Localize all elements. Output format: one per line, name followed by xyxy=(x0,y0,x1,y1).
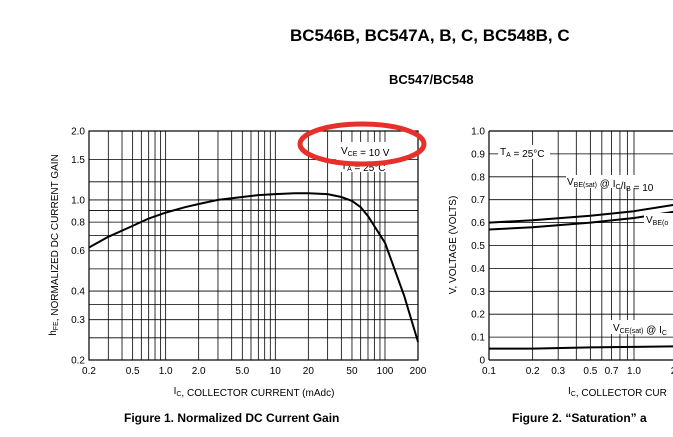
fig1-y-tick-label: 2.0 xyxy=(71,127,85,138)
fig2-series-label-vbesat: VBE(sat) @ IC/IB = 10 xyxy=(567,177,654,194)
fig1-highlight-circle xyxy=(297,121,427,167)
fig2-annotation-ta: TA = 25°C xyxy=(500,147,545,160)
fig2-y-tick-label: 0.6 xyxy=(471,218,485,229)
fig1-y-tick-label: 0.2 xyxy=(71,356,85,367)
fig1-annotation-backdrop xyxy=(336,142,398,172)
fig1-series-line xyxy=(88,192,419,343)
fig1-x-axis-label: IC, COLLECTOR CURRENT (mAdc) xyxy=(174,386,335,399)
fig2-label-backdrop-2 xyxy=(644,213,673,226)
figure-2-axes: 0.10.20.30.50.71.02.03.0500.10.20.30.40.… xyxy=(448,127,673,399)
figure-1-caption: Figure 1. Normalized DC Current Gain xyxy=(124,411,340,425)
fig2-x-tick-label: 0.2 xyxy=(526,366,540,377)
fig1-x-tick-label: 10 xyxy=(270,366,282,377)
document-title: BC546B, BC547A, B, C, BC548B, C xyxy=(290,26,570,45)
fig1-y-tick-label: 0.8 xyxy=(71,218,85,229)
fig2-y-tick-label: 0.8 xyxy=(471,172,485,183)
fig1-annotation-ta: TA = 25°C xyxy=(341,161,386,174)
fig1-y-tick-label: 1.5 xyxy=(71,155,85,166)
fig1-y-tick-label: 0.3 xyxy=(71,315,85,326)
fig2-y-tick-label: 0.2 xyxy=(471,310,485,321)
fig1-frame xyxy=(88,130,419,361)
figure-2-caption: Figure 2. “Saturation” a xyxy=(512,411,647,425)
fig1-x-tick-label: 1.0 xyxy=(159,366,173,377)
fig2-x-tick-label: 0.1 xyxy=(482,366,496,377)
fig2-y-tick-label: 0.4 xyxy=(471,264,485,275)
fig2-y-tick-label: 0.5 xyxy=(471,241,485,252)
fig2-y-tick-label: 0.1 xyxy=(471,333,485,344)
fig1-x-tick-label: 0.2 xyxy=(82,366,96,377)
fig2-series-line-1 xyxy=(489,204,673,224)
fig1-x-tick-label: 100 xyxy=(377,366,394,377)
fig1-x-tick-label: 20 xyxy=(303,366,315,377)
fig2-series-label-vcesat: VCE(sat) @ IC xyxy=(613,323,667,337)
fig1-x-tick-label: 0.5 xyxy=(126,366,140,377)
figure-1-plot: 0.2 0.5 1.0 2.0 5.0 10 20 50 100 200 0.2 0.3 0.4 0.6 0… xyxy=(48,121,427,399)
fig2-x-axis-label: IC, COLLECTOR CUR xyxy=(568,386,667,399)
fig1-y-tick-label: 0.4 xyxy=(71,287,85,298)
fig2-y-tick-label: 0.9 xyxy=(471,149,485,160)
fig2-y-tick-label: 1.0 xyxy=(471,127,485,138)
figure-2-plot xyxy=(489,131,673,361)
fig2-y-tick-label: 0.3 xyxy=(471,287,485,298)
fig2-series-line-2 xyxy=(489,210,673,231)
fig2-label-backdrop-3 xyxy=(611,320,673,334)
fig2-x-tick-label: 0.5 xyxy=(583,366,597,377)
fig2-x-tick-label: 2.0 xyxy=(671,366,673,377)
fig1-annotation-vce: VCE = 10 V xyxy=(341,146,390,159)
fig1-y-tick-label: 0.6 xyxy=(71,246,85,257)
fig1-x-tick-label: 5.0 xyxy=(235,366,249,377)
fig2-y-axis-label: V, VOLTAGE (VOLTS) xyxy=(448,196,459,295)
fig1-y-tick-label: 1.0 xyxy=(71,195,85,206)
fig2-ta-backdrop xyxy=(498,145,550,159)
fig2-x-tick-label: 0.3 xyxy=(551,366,565,377)
fig1-y-axis-label: hFE, NORMALIZED DC CURRENT GAIN xyxy=(48,154,61,336)
fig2-y-tick-label: 0.7 xyxy=(471,195,485,206)
fig2-label-backdrop-1 xyxy=(566,175,673,188)
document-subtitle: BC547/BC548 xyxy=(389,72,474,87)
fig1-x-tick-label: 50 xyxy=(346,366,358,377)
fig2-series-label-vbeon: VBE(o xyxy=(646,215,668,227)
fig2-y-tick-label: 0 xyxy=(479,356,485,367)
fig2-x-tick-label: 1.0 xyxy=(627,366,641,377)
fig2-series-line-3 xyxy=(489,345,673,350)
fig2-x-tick-label: 0.7 xyxy=(605,366,619,377)
fig1-x-tick-label: 2.0 xyxy=(192,366,206,377)
fig1-x-tick-label: 200 xyxy=(410,366,427,377)
